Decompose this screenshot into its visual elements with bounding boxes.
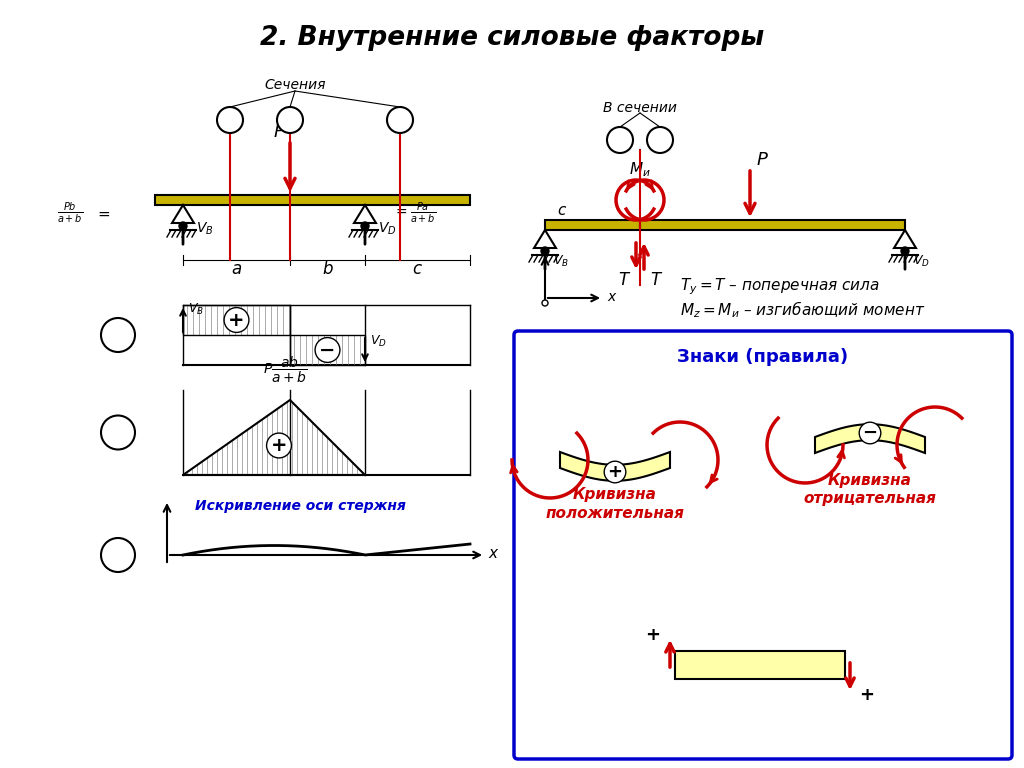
Polygon shape	[675, 651, 845, 679]
Text: $V_B$: $V_B$	[553, 254, 569, 269]
Polygon shape	[894, 230, 916, 248]
Text: Знаки (правила): Знаки (правила)	[678, 348, 849, 366]
Text: $V_B$: $V_B$	[188, 302, 204, 317]
Text: 2. Внутренние силовые факторы: 2. Внутренние силовые факторы	[260, 25, 764, 51]
Circle shape	[101, 318, 135, 352]
Text: $T_y = T$ – поперечная сила: $T_y = T$ – поперечная сила	[680, 276, 880, 296]
Text: Кривизна: Кривизна	[573, 488, 657, 502]
Text: В сечении: В сечении	[603, 101, 677, 115]
Text: Сечения: Сечения	[264, 78, 326, 92]
Circle shape	[901, 247, 909, 255]
FancyBboxPatch shape	[514, 331, 1012, 759]
Circle shape	[542, 300, 548, 306]
Polygon shape	[172, 205, 194, 223]
Text: $\Delta_y$: $\Delta_y$	[110, 546, 127, 564]
Text: $M_и$: $M_и$	[629, 161, 651, 180]
Text: +: +	[270, 436, 288, 455]
Circle shape	[278, 107, 303, 133]
Polygon shape	[560, 452, 670, 481]
Text: $T$: $T$	[650, 271, 664, 289]
Text: $=\frac{Pa}{a+b}$: $=\frac{Pa}{a+b}$	[393, 200, 436, 226]
Text: 3: 3	[394, 112, 406, 127]
Text: Кривизна: Кривизна	[828, 472, 912, 488]
Circle shape	[387, 107, 413, 133]
Circle shape	[541, 247, 549, 255]
Text: $V_D$: $V_D$	[378, 221, 396, 237]
Text: $T$: $T$	[112, 326, 125, 344]
Text: +: +	[859, 686, 874, 704]
Text: −: −	[862, 424, 878, 442]
Circle shape	[361, 222, 369, 230]
Text: +: +	[645, 626, 660, 644]
Text: отрицательная: отрицательная	[804, 491, 936, 505]
Text: $b$: $b$	[322, 260, 334, 278]
Text: $V_B$: $V_B$	[196, 221, 214, 237]
Text: $M_z = M_и$ – изгибающий момент: $M_z = M_и$ – изгибающий момент	[680, 299, 926, 319]
Text: $\frac{Pb}{a+b}$: $\frac{Pb}{a+b}$	[57, 200, 83, 225]
Text: $V_D$: $V_D$	[913, 254, 930, 269]
Text: $P\dfrac{ab}{a+b}$: $P\dfrac{ab}{a+b}$	[262, 355, 307, 386]
Circle shape	[101, 415, 135, 449]
Text: $a$: $a$	[231, 260, 242, 278]
Polygon shape	[640, 220, 905, 230]
Text: $V_D$: $V_D$	[370, 334, 387, 349]
Text: положительная: положительная	[546, 505, 684, 521]
Text: 1: 1	[224, 112, 236, 127]
Text: $P$: $P$	[756, 151, 769, 169]
Text: $x$: $x$	[607, 290, 617, 304]
Text: $M_и$: $M_и$	[108, 424, 128, 441]
Text: $P$: $P$	[273, 123, 286, 141]
Text: $c$: $c$	[412, 260, 423, 278]
Text: $=$: $=$	[95, 206, 111, 220]
Polygon shape	[354, 205, 376, 223]
Text: 1: 1	[614, 133, 626, 147]
Circle shape	[217, 107, 243, 133]
Text: −: −	[319, 340, 336, 359]
Circle shape	[101, 538, 135, 572]
Text: $x$: $x$	[488, 546, 500, 561]
Text: 2: 2	[285, 112, 295, 127]
Circle shape	[179, 222, 187, 230]
Text: $c$: $c$	[557, 203, 567, 218]
Polygon shape	[815, 424, 925, 453]
Polygon shape	[155, 195, 470, 205]
Text: 1: 1	[654, 133, 666, 147]
Circle shape	[607, 127, 633, 153]
Text: Искривление оси стержня: Искривление оси стержня	[195, 499, 406, 513]
Polygon shape	[534, 230, 556, 248]
Text: $T$: $T$	[618, 271, 631, 289]
Text: +: +	[607, 463, 623, 481]
Polygon shape	[545, 220, 640, 230]
Text: +: +	[228, 310, 245, 329]
Circle shape	[647, 127, 673, 153]
